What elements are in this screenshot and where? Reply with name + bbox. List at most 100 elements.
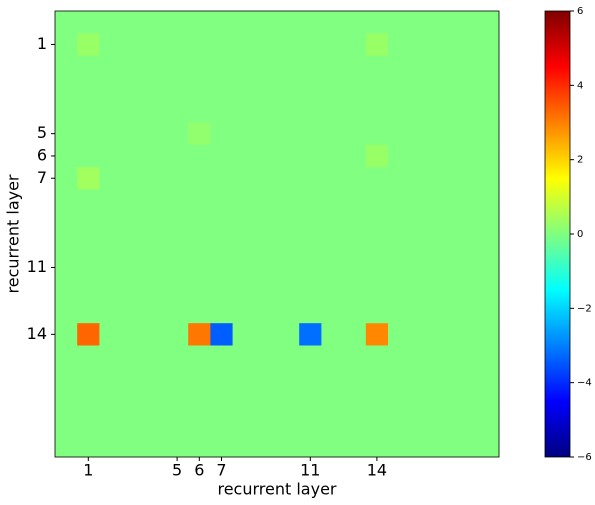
- cell: [365, 189, 389, 213]
- cell: [388, 412, 411, 436]
- cell: [232, 323, 256, 346]
- cell: [321, 345, 344, 369]
- cell: [210, 100, 233, 123]
- cell: [77, 367, 100, 391]
- cell: [55, 278, 78, 302]
- cell: [343, 345, 367, 369]
- cell: [121, 367, 145, 391]
- cell: [365, 256, 389, 279]
- cell: [55, 11, 78, 34]
- cell: [432, 300, 455, 324]
- cell: [254, 412, 278, 436]
- cell: [99, 345, 122, 369]
- cell: [77, 100, 100, 123]
- cell: [210, 77, 233, 101]
- colorbar-tick-label: −4: [577, 378, 592, 389]
- cell: [99, 189, 122, 213]
- cell: [476, 211, 500, 235]
- cell: [343, 11, 367, 34]
- cell: [77, 412, 100, 436]
- cell: [432, 122, 455, 146]
- cell: [365, 55, 389, 79]
- cell: [476, 300, 500, 324]
- cell: [476, 256, 500, 279]
- cell: [99, 256, 122, 279]
- cell: [210, 33, 233, 56]
- cell: [143, 234, 167, 257]
- cell: [55, 100, 78, 123]
- cell: [166, 122, 189, 146]
- cell: [232, 100, 256, 123]
- cell: [365, 77, 389, 101]
- cell: [277, 33, 300, 56]
- cell: [476, 278, 500, 302]
- cell: [210, 144, 233, 168]
- cell: [254, 434, 278, 458]
- cell: [343, 55, 367, 79]
- cell: [55, 77, 78, 101]
- cell: [166, 412, 189, 436]
- cell: [99, 33, 122, 56]
- cell: [55, 256, 78, 279]
- cell: [476, 33, 500, 56]
- cell: [166, 434, 189, 458]
- cell: [254, 33, 278, 56]
- cell: [365, 367, 389, 391]
- cell: [410, 434, 433, 458]
- cell: [55, 300, 78, 324]
- cell: [388, 278, 411, 302]
- cell: [343, 167, 367, 190]
- cell: [277, 434, 300, 458]
- cell: [343, 144, 367, 168]
- cell: [432, 234, 455, 257]
- x-tick-label: 1: [83, 461, 93, 480]
- cell: [254, 100, 278, 123]
- cell: [388, 55, 411, 79]
- cell: [254, 189, 278, 213]
- cell: [232, 144, 256, 168]
- cell: [232, 189, 256, 213]
- cell: [277, 256, 300, 279]
- cell: [188, 300, 211, 324]
- cell: [55, 167, 78, 190]
- cell: [99, 390, 122, 413]
- cell: [410, 77, 433, 101]
- cell: [143, 55, 167, 79]
- cell: [77, 122, 100, 146]
- cell: [210, 122, 233, 146]
- cell: [121, 33, 145, 56]
- cell: [454, 390, 478, 413]
- cell: [254, 144, 278, 168]
- cell: [321, 234, 344, 257]
- cell: [388, 390, 411, 413]
- cell: [210, 211, 233, 235]
- cell: [277, 211, 300, 235]
- y-tick-label: 7: [37, 168, 47, 187]
- colorbar-tick-label: 6: [577, 6, 583, 17]
- cell: [55, 323, 78, 346]
- cell: [277, 412, 300, 436]
- cell: [343, 33, 367, 56]
- cell: [166, 144, 189, 168]
- x-tick-label: 14: [367, 461, 387, 480]
- cell: [321, 300, 344, 324]
- cell: [232, 11, 256, 34]
- cell: [277, 167, 300, 190]
- cell: [321, 256, 344, 279]
- cell: [143, 77, 167, 101]
- cell: [254, 122, 278, 146]
- cell: [321, 278, 344, 302]
- cell: [365, 100, 389, 123]
- y-tick-label: 11: [27, 257, 47, 276]
- cell: [299, 390, 322, 413]
- cell: [77, 144, 100, 168]
- y-tick-label: 5: [37, 123, 47, 142]
- cell: [343, 434, 367, 458]
- cell: [343, 412, 367, 436]
- cell: [343, 122, 367, 146]
- cell: [432, 434, 455, 458]
- cell: [77, 300, 100, 324]
- cell: [299, 367, 322, 391]
- cell: [476, 167, 500, 190]
